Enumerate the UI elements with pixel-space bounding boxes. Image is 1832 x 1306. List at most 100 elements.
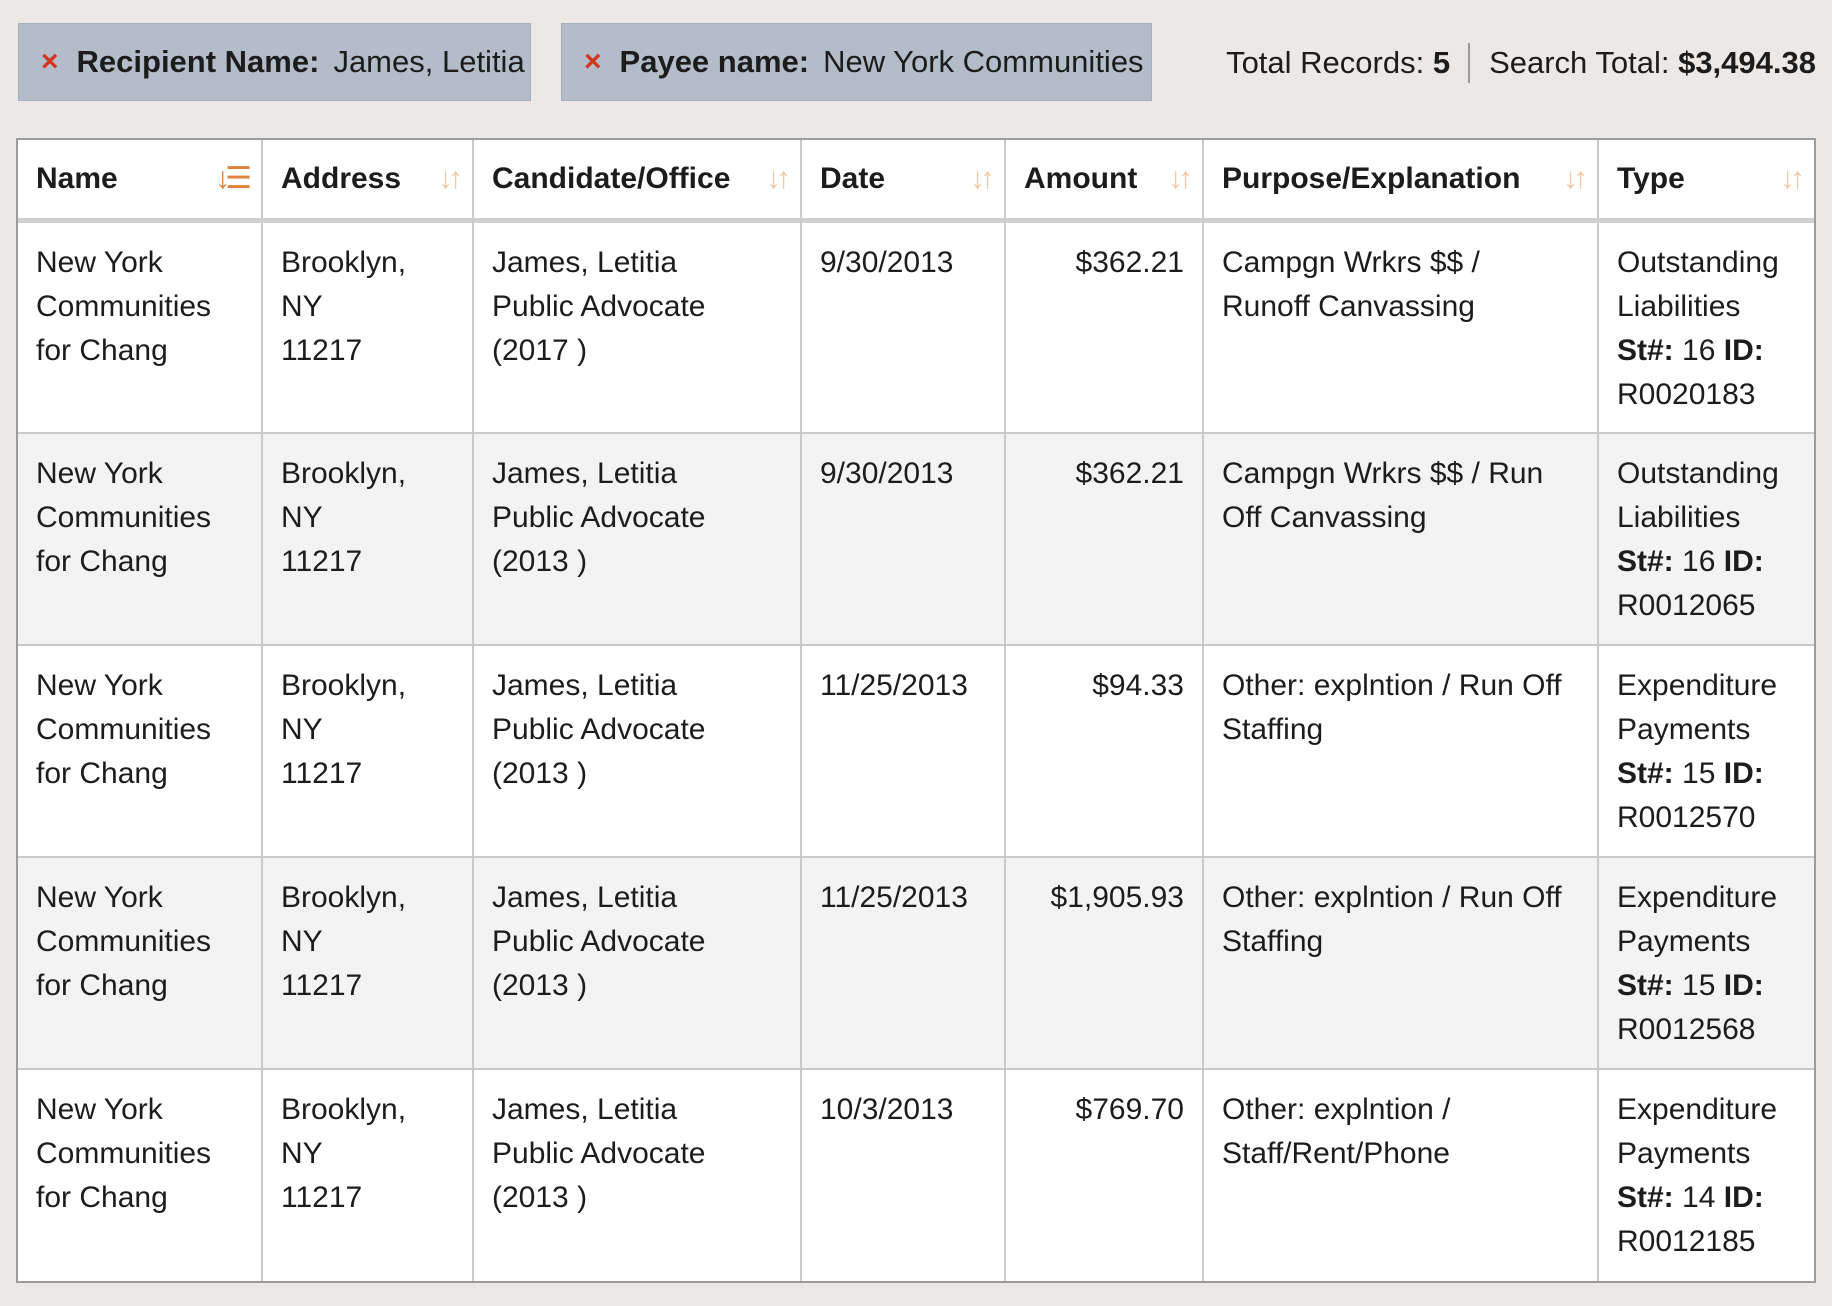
address-line: 11217 (281, 334, 363, 367)
total-records-label: Total Records: (1226, 45, 1425, 80)
statement-id-line: St#: 16 ID: (1617, 329, 1796, 373)
column-label: Date (820, 162, 886, 195)
cell-candidate-office: James, Letitia Public Advocate (2017 ) (473, 220, 802, 434)
candidate-line: Public Advocate (492, 500, 706, 534)
id-label: ID: (1723, 756, 1764, 790)
sort-icon[interactable]: ↓↑ (970, 162, 995, 195)
candidate-line: (2013 ) (492, 1180, 588, 1214)
column-header-purpose[interactable]: Purpose/Explanation ↓↑ (1203, 140, 1599, 223)
address-line: Brooklyn, NY (281, 668, 407, 746)
candidate-line: Public Advocate (492, 924, 706, 958)
address-line: 11217 (281, 756, 363, 790)
column-label: Address (281, 162, 402, 195)
cell-address: Brooklyn, NY 11217 (262, 856, 474, 1070)
total-records-value: 5 (1432, 45, 1451, 80)
name-line: New York (36, 668, 163, 702)
type-line: Outstanding (1617, 246, 1779, 279)
cell-amount: $362.21 (1005, 220, 1204, 434)
cell-date: 10/3/2013 (801, 1068, 1006, 1281)
candidate-line: Public Advocate (492, 1136, 706, 1170)
name-line: New York (36, 880, 163, 914)
cell-amount: $362.21 (1005, 432, 1204, 646)
results-table: Name ↓☰ Address ↓↑ Candidate/Office ↓↑ Date… (18, 140, 1814, 1281)
cell-type: Expenditure Payments St#: 15 ID: R0012570 (1598, 644, 1814, 858)
cell-type: Outstanding Liabilities St#: 16 ID: R002018… (1598, 220, 1814, 434)
cell-date: 9/30/2013 (801, 220, 1006, 434)
id-label: ID: (1723, 968, 1764, 1002)
search-totals: Total Records: 5 Search Total: $3,494.38 (1226, 40, 1816, 86)
name-line: New York (36, 456, 163, 490)
statement-number: 16 (1682, 334, 1716, 367)
name-line: for Chang (36, 756, 168, 790)
type-line: Outstanding (1617, 456, 1779, 490)
cell-purpose: Campgn Wrkrs $$ / Run Off Canvassing (1203, 432, 1599, 646)
cell-amount: $769.70 (1005, 1068, 1204, 1281)
cell-date: 11/25/2013 (801, 856, 1006, 1070)
statement-id-line: St#: 16 ID: (1617, 540, 1796, 584)
purpose-line: Off Canvassing (1222, 500, 1427, 534)
candidate-line: (2013 ) (492, 756, 588, 790)
column-header-amount[interactable]: Amount ↓↑ (1005, 140, 1204, 223)
table-body: New York Communities for Chang Brooklyn, N… (18, 220, 1814, 1281)
name-line: New York (36, 246, 163, 279)
cell-candidate-office: James, Letitia Public Advocate (2013 ) (473, 1068, 802, 1281)
column-label: Purpose/Explanation (1222, 162, 1521, 195)
candidate-line: James, Letitia (492, 880, 678, 914)
purpose-line: Other: explntion / Run Off (1222, 668, 1562, 702)
remove-filter-icon[interactable]: × (41, 45, 59, 78)
record-id: R0020183 (1617, 378, 1756, 411)
purpose-line: Runoff Canvassing (1222, 290, 1475, 323)
cell-address: Brooklyn, NY 11217 (262, 1068, 474, 1281)
cell-address: Brooklyn, NY 11217 (262, 220, 474, 434)
id-label: ID: (1723, 1180, 1764, 1214)
candidate-line: (2017 ) (492, 334, 588, 367)
record-id: R0012185 (1617, 1224, 1756, 1258)
column-label: Name (36, 162, 118, 195)
purpose-line: Campgn Wrkrs $$ / Run (1222, 456, 1544, 490)
cell-type: Expenditure Payments St#: 14 ID: R0012185 (1598, 1069, 1814, 1281)
filter-value: James, Letitia (333, 44, 525, 79)
address-line: 11217 (281, 968, 363, 1002)
totals-divider (1468, 43, 1471, 83)
cell-purpose: Other: explntion / Staff/Rent/Phone (1203, 1068, 1599, 1281)
id-label: ID: (1723, 544, 1764, 578)
purpose-line: Staff/Rent/Phone (1222, 1136, 1450, 1170)
purpose-line: Staffing (1222, 924, 1324, 958)
sort-icon[interactable]: ↓↑ (1780, 162, 1805, 195)
cell-candidate-office: James, Letitia Public Advocate (2013 ) (473, 644, 802, 858)
table-row: New York Communities for Chang Brooklyn, N… (18, 432, 1814, 646)
name-line: for Chang (36, 334, 168, 367)
name-line: Communities (36, 1136, 212, 1170)
cell-purpose: Other: explntion / Run Off Staffing (1203, 856, 1599, 1070)
filter-bar: × Recipient Name: James, Letitia × Payee… (0, 0, 1832, 125)
filter-chip-recipient-name: × Recipient Name: James, Letitia (18, 23, 531, 101)
column-header-type[interactable]: Type ↓↑ (1598, 140, 1814, 223)
name-line: Communities (36, 290, 212, 323)
candidate-line: (2013 ) (492, 968, 588, 1002)
column-header-candidate-office[interactable]: Candidate/Office ↓↑ (473, 140, 802, 223)
column-label: Candidate/Office (492, 162, 731, 195)
sort-icon[interactable]: ↓↑ (438, 162, 463, 195)
column-header-name[interactable]: Name ↓☰ (18, 140, 263, 223)
cell-address: Brooklyn, NY 11217 (262, 432, 474, 646)
cell-name: New York Communities for Chang (18, 432, 263, 646)
statement-id-line: St#: 15 ID: (1617, 964, 1796, 1008)
cell-type: Expenditure Payments St#: 15 ID: R0012568 (1598, 856, 1814, 1070)
search-total-value: $3,494.38 (1678, 45, 1816, 80)
sort-icon[interactable]: ↓↑ (766, 162, 791, 195)
cell-type: Outstanding Liabilities St#: 16 ID: R001206… (1598, 432, 1814, 646)
statement-label: St#: (1617, 544, 1674, 578)
purpose-line: Other: explntion / Run Off (1222, 880, 1562, 914)
candidate-line: James, Letitia (492, 1092, 678, 1126)
name-line: for Chang (36, 968, 168, 1002)
column-header-address[interactable]: Address ↓↑ (262, 140, 474, 223)
sort-ascending-icon[interactable]: ↓☰ (215, 162, 252, 195)
sort-icon[interactable]: ↓↑ (1563, 162, 1588, 195)
column-label: Amount (1024, 162, 1138, 195)
sort-icon[interactable]: ↓↑ (1168, 162, 1193, 195)
filter-label: Payee name: (619, 44, 810, 79)
remove-filter-icon[interactable]: × (584, 45, 602, 78)
table-row: New York Communities for Chang Brooklyn, N… (18, 1068, 1814, 1281)
cell-purpose: Other: explntion / Run Off Staffing (1203, 644, 1599, 858)
column-header-date[interactable]: Date ↓↑ (801, 140, 1006, 223)
